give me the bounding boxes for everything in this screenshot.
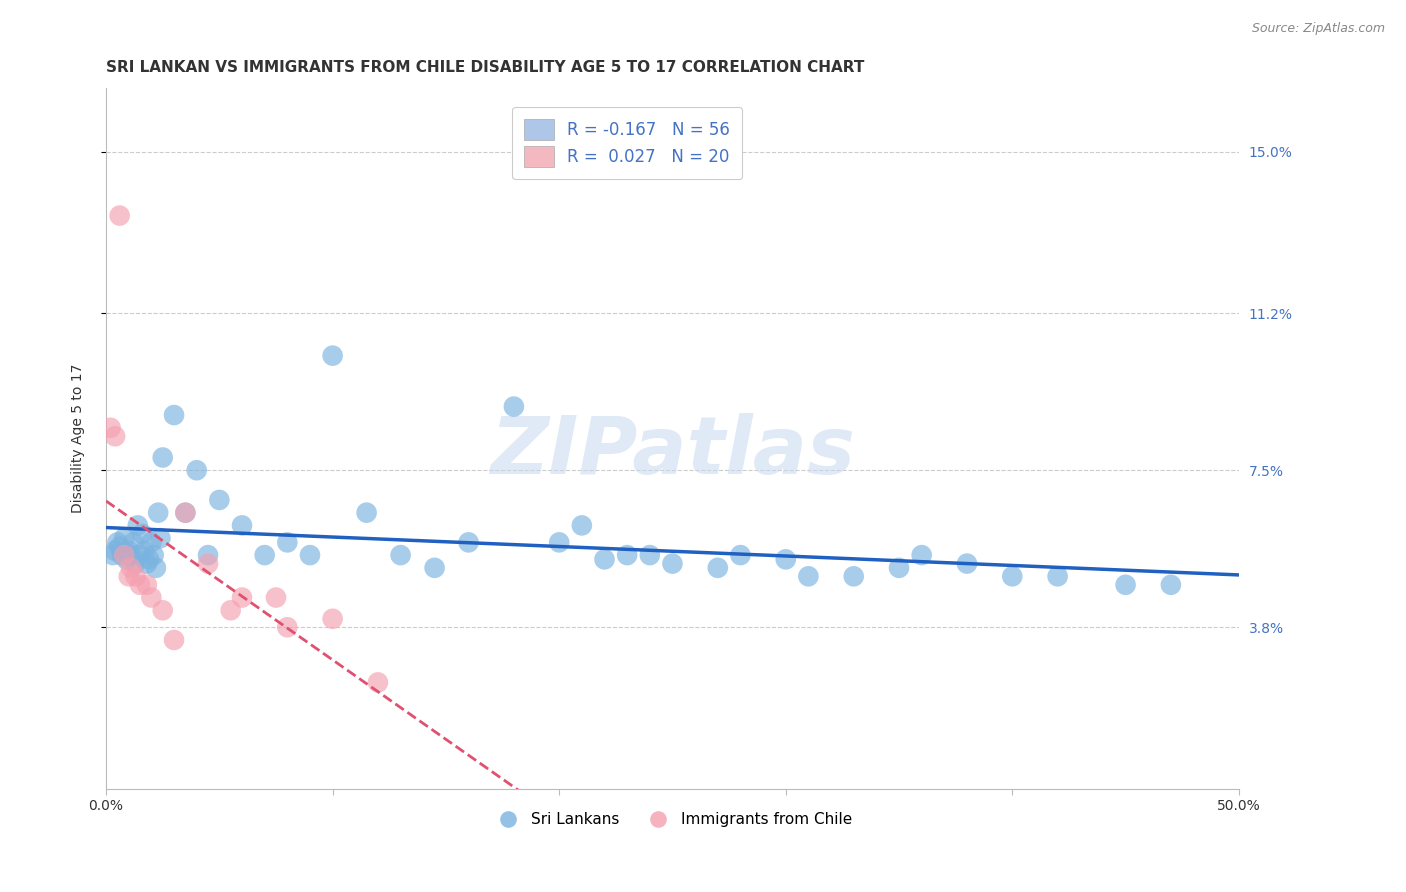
Point bbox=[129, 548, 152, 562]
Point bbox=[152, 603, 174, 617]
Point bbox=[100, 421, 122, 435]
Point bbox=[638, 548, 661, 562]
Point bbox=[135, 578, 157, 592]
Point bbox=[322, 349, 344, 363]
Point bbox=[208, 492, 231, 507]
Point bbox=[253, 548, 276, 562]
Point bbox=[231, 518, 253, 533]
Point bbox=[138, 552, 160, 566]
Point bbox=[129, 578, 152, 592]
Point bbox=[423, 561, 446, 575]
Point bbox=[112, 531, 135, 545]
Point bbox=[264, 591, 287, 605]
Point bbox=[571, 518, 593, 533]
Point bbox=[148, 506, 170, 520]
Point bbox=[276, 620, 298, 634]
Point bbox=[887, 561, 910, 575]
Point bbox=[174, 506, 197, 520]
Point bbox=[276, 535, 298, 549]
Text: ZIPatlas: ZIPatlas bbox=[489, 413, 855, 491]
Point bbox=[219, 603, 242, 617]
Point bbox=[149, 531, 172, 545]
Point bbox=[118, 544, 141, 558]
Point bbox=[911, 548, 934, 562]
Point bbox=[457, 535, 479, 549]
Point bbox=[797, 569, 820, 583]
Point bbox=[134, 544, 156, 558]
Point bbox=[120, 548, 142, 562]
Point bbox=[163, 408, 186, 422]
Point bbox=[101, 548, 124, 562]
Text: SRI LANKAN VS IMMIGRANTS FROM CHILE DISABILITY AGE 5 TO 17 CORRELATION CHART: SRI LANKAN VS IMMIGRANTS FROM CHILE DISA… bbox=[105, 60, 865, 75]
Legend: Sri Lankans, Immigrants from Chile: Sri Lankans, Immigrants from Chile bbox=[486, 806, 858, 833]
Point bbox=[108, 209, 131, 223]
Point bbox=[1001, 569, 1024, 583]
Point bbox=[593, 552, 616, 566]
Point bbox=[616, 548, 638, 562]
Point bbox=[120, 561, 142, 575]
Point bbox=[152, 450, 174, 465]
Point bbox=[115, 552, 138, 566]
Point bbox=[124, 569, 146, 583]
Y-axis label: Disability Age 5 to 17: Disability Age 5 to 17 bbox=[72, 364, 86, 513]
Point bbox=[174, 506, 197, 520]
Point bbox=[124, 557, 146, 571]
Point bbox=[122, 535, 145, 549]
Point bbox=[389, 548, 412, 562]
Point bbox=[842, 569, 865, 583]
Point bbox=[956, 557, 979, 571]
Point bbox=[322, 612, 344, 626]
Point bbox=[197, 557, 219, 571]
Point bbox=[661, 557, 683, 571]
Point bbox=[231, 591, 253, 605]
Point bbox=[141, 535, 163, 549]
Point bbox=[112, 548, 135, 562]
Point bbox=[356, 506, 378, 520]
Point bbox=[1115, 578, 1137, 592]
Point bbox=[730, 548, 752, 562]
Point bbox=[135, 557, 157, 571]
Point bbox=[367, 675, 389, 690]
Point bbox=[548, 535, 571, 549]
Point bbox=[104, 429, 127, 443]
Text: Source: ZipAtlas.com: Source: ZipAtlas.com bbox=[1251, 22, 1385, 36]
Point bbox=[707, 561, 730, 575]
Point bbox=[118, 569, 141, 583]
Point bbox=[186, 463, 208, 477]
Point bbox=[1160, 578, 1182, 592]
Point bbox=[142, 548, 165, 562]
Point bbox=[145, 561, 167, 575]
Point bbox=[163, 632, 186, 647]
Point bbox=[107, 535, 129, 549]
Point bbox=[197, 548, 219, 562]
Point bbox=[1046, 569, 1069, 583]
Point bbox=[131, 527, 153, 541]
Point bbox=[127, 518, 149, 533]
Point bbox=[502, 400, 524, 414]
Point bbox=[111, 548, 134, 562]
Point bbox=[141, 591, 163, 605]
Point bbox=[775, 552, 797, 566]
Point bbox=[108, 540, 131, 554]
Point bbox=[298, 548, 321, 562]
Point bbox=[104, 544, 127, 558]
